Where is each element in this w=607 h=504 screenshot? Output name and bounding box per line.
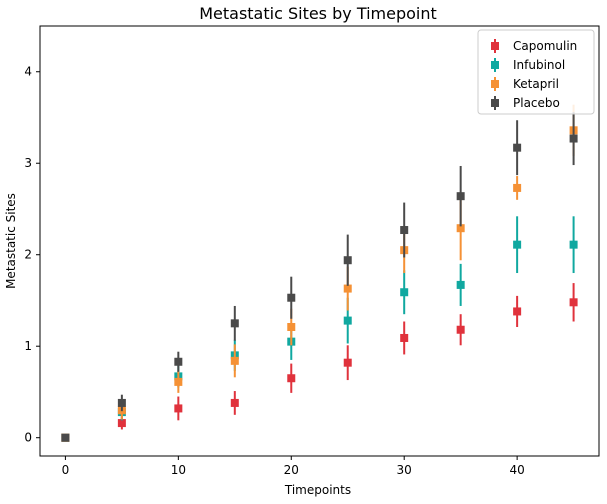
data-point — [569, 240, 578, 249]
legend-label: Infubinol — [513, 58, 565, 72]
data-point — [569, 134, 578, 143]
data-point — [456, 325, 465, 334]
data-point — [117, 398, 126, 407]
data-point — [174, 404, 183, 413]
data-point — [343, 316, 352, 325]
legend-label: Capomulin — [513, 39, 577, 53]
data-point — [287, 374, 296, 383]
data-point — [513, 307, 522, 316]
x-axis-label: Timepoints — [284, 483, 351, 497]
data-point — [230, 319, 239, 328]
data-point — [400, 288, 409, 297]
legend-marker — [491, 61, 499, 69]
legend-label: Placebo — [513, 96, 560, 110]
data-point — [400, 333, 409, 342]
chart-title: Metastatic Sites by Timepoint — [199, 4, 437, 23]
legend-item-placebo: Placebo — [491, 96, 560, 110]
data-point — [174, 377, 183, 386]
data-point — [343, 284, 352, 293]
x-tick-label: 40 — [509, 463, 524, 477]
data-point — [174, 357, 183, 366]
legend: Capomulin Infubinol Ketapril Placebo — [477, 29, 595, 115]
data-point — [61, 433, 70, 442]
y-tick-label: 2 — [24, 248, 32, 262]
y-axis-label: Metastatic Sites — [4, 193, 18, 289]
x-tick-label: 20 — [284, 463, 299, 477]
axes-layer: 0 10 20 30 40 0 1 2 3 4 — [24, 65, 524, 477]
legend-item-capomulin: Capomulin — [491, 39, 577, 53]
y-tick-label: 4 — [24, 65, 32, 79]
data-point — [230, 398, 239, 407]
series-layer — [61, 104, 578, 442]
data-point — [456, 224, 465, 233]
x-tick-label: 30 — [397, 463, 412, 477]
data-point — [287, 293, 296, 302]
data-point — [513, 240, 522, 249]
data-point — [513, 183, 522, 192]
legend-item-ketapril: Ketapril — [491, 77, 559, 91]
data-point — [343, 256, 352, 265]
data-point — [343, 358, 352, 367]
legend-item-infubinol: Infubinol — [491, 58, 565, 72]
data-point — [400, 226, 409, 235]
legend-label: Ketapril — [513, 77, 559, 91]
data-point — [287, 323, 296, 331]
legend-marker — [491, 99, 499, 107]
legend-marker — [491, 42, 499, 50]
data-point — [569, 298, 578, 307]
data-point — [117, 419, 126, 428]
data-point — [456, 192, 465, 201]
x-tick-label: 0 — [62, 463, 70, 477]
x-tick-label: 10 — [171, 463, 186, 477]
series-placebo — [61, 112, 578, 442]
data-point — [456, 280, 465, 289]
y-tick-label: 0 — [24, 431, 32, 445]
y-tick-label: 1 — [24, 339, 32, 353]
y-tick-label: 3 — [24, 156, 32, 170]
data-point — [513, 143, 522, 152]
legend-box — [477, 29, 595, 115]
legend-marker — [491, 80, 499, 88]
data-point — [230, 356, 239, 365]
